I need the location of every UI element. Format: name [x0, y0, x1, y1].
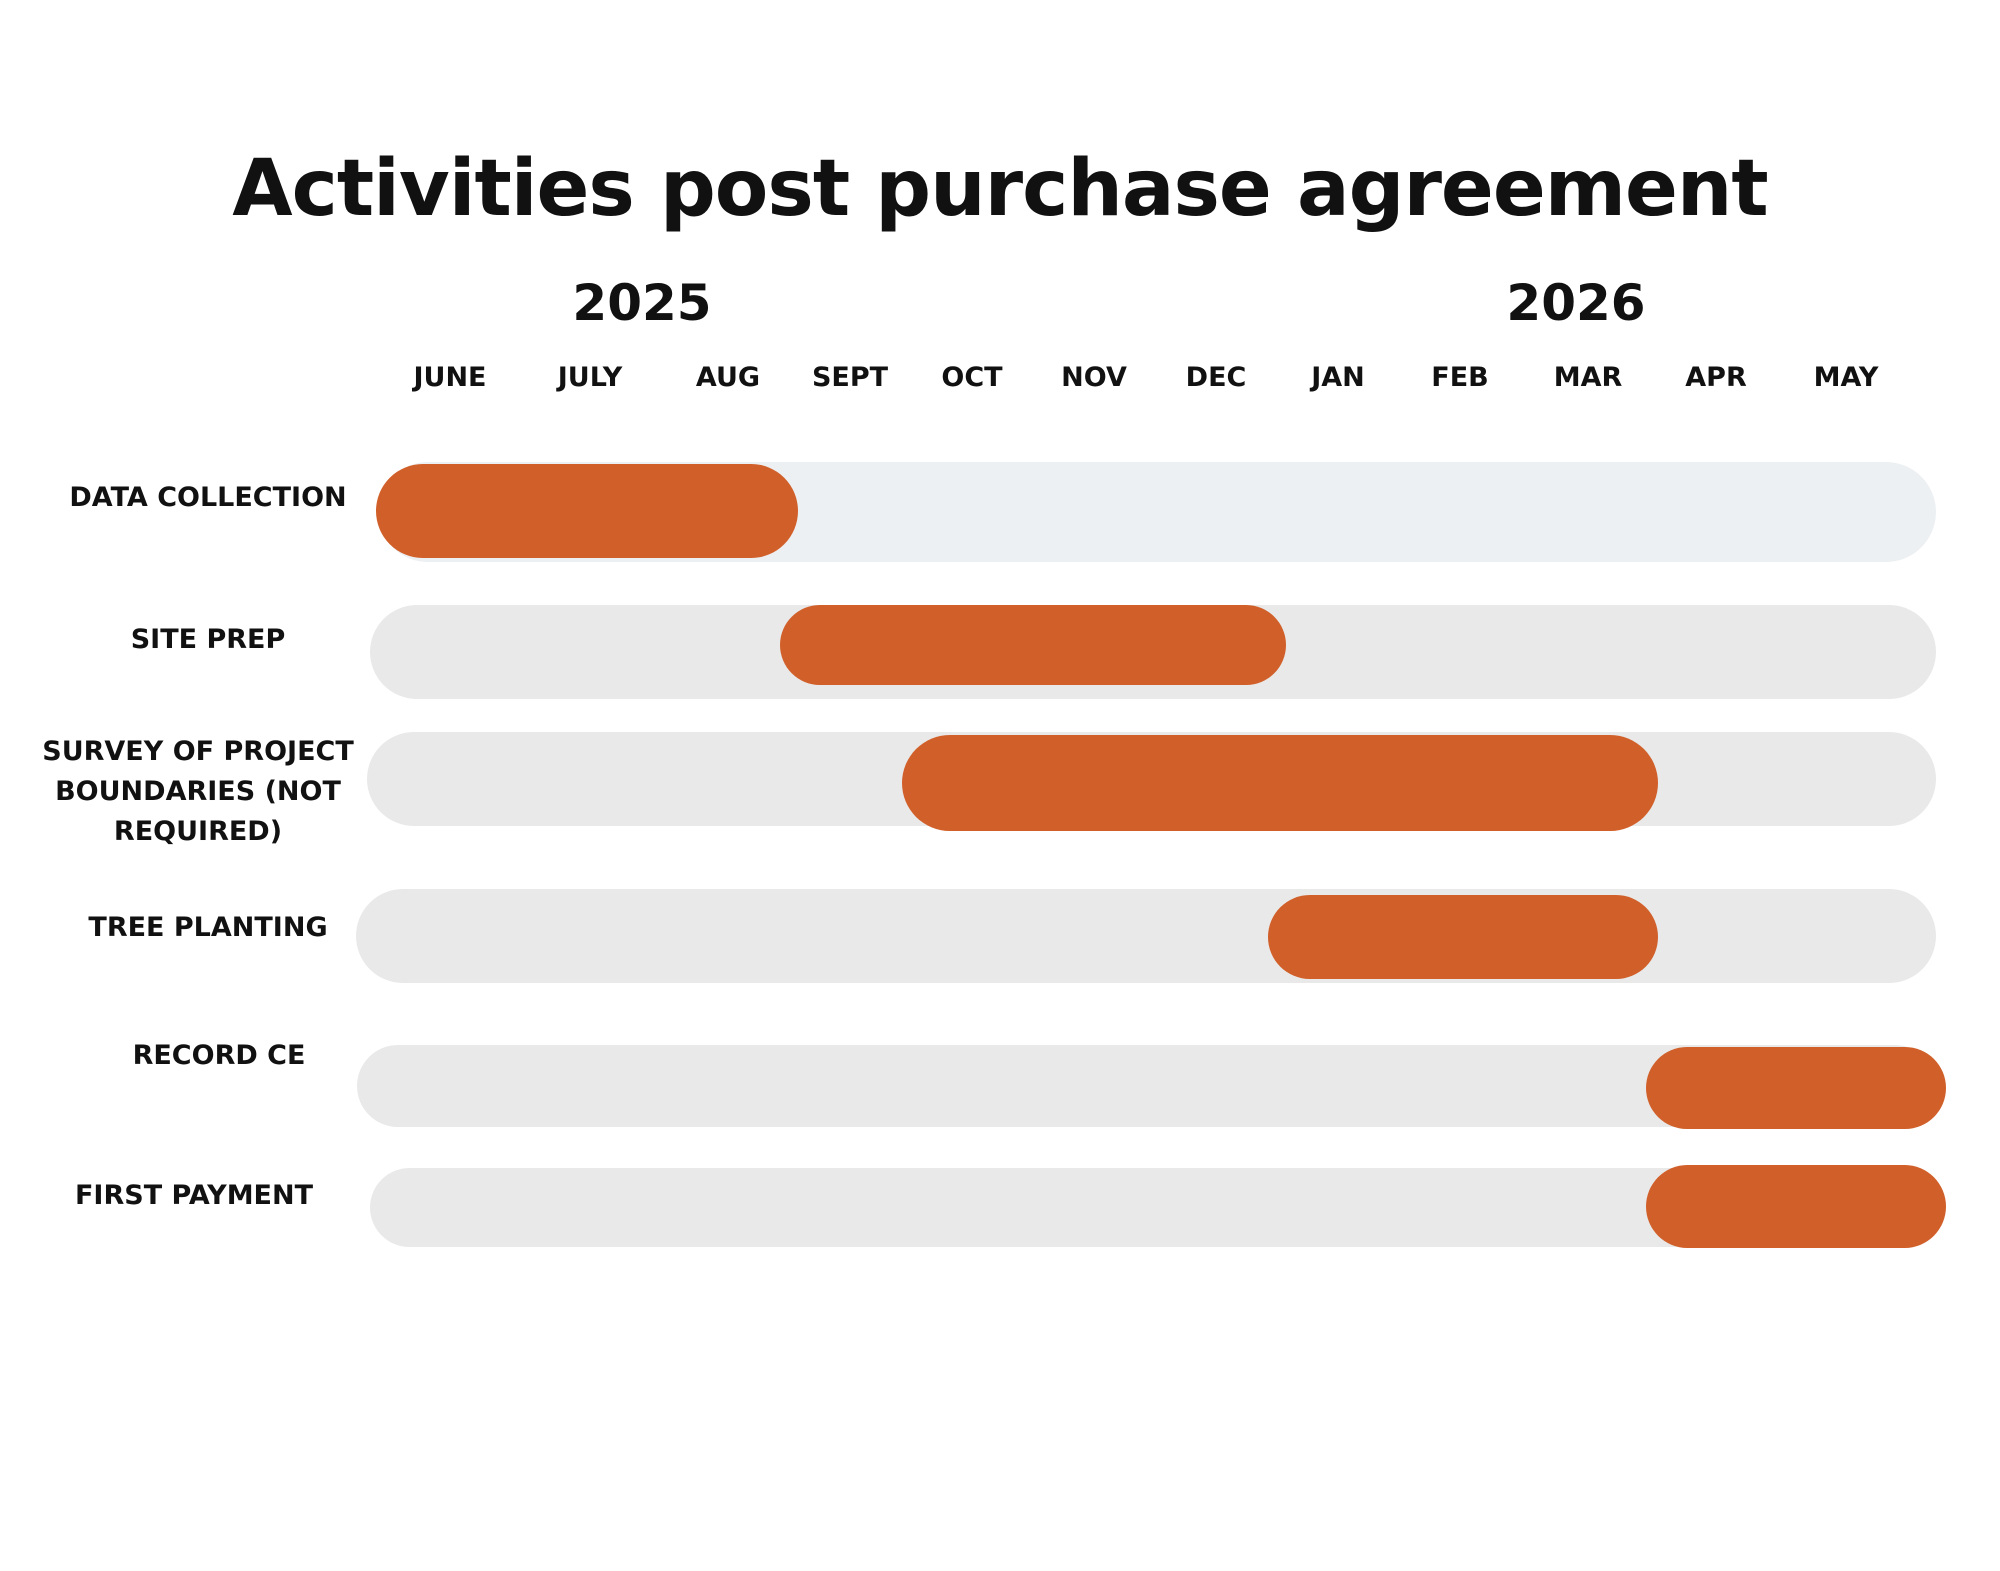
task-bar [1646, 1165, 1946, 1248]
month-label: SEPT [811, 362, 889, 393]
task-label: SURVEY OF PROJECT BOUNDARIES (NOT REQUIR… [42, 736, 354, 847]
month-label: JUNE [413, 362, 487, 393]
month-label: DEC [1185, 362, 1247, 393]
task-label: DATA COLLECTION [69, 482, 347, 513]
task-label: FIRST PAYMENT [74, 1180, 314, 1211]
task-bar [902, 735, 1658, 831]
year-label: 2026 [1506, 274, 1646, 332]
chart-title: Activities post purchase agreement [232, 144, 1768, 234]
month-label: MAR [1553, 362, 1623, 393]
task-label: SITE PREP [130, 624, 286, 655]
month-label: OCT [941, 362, 1003, 393]
month-label: NOV [1061, 362, 1127, 393]
month-label: AUG [695, 362, 761, 393]
task-label: RECORD CE [132, 1040, 306, 1071]
task-label: TREE PLANTING [88, 912, 328, 943]
task-bar [1646, 1047, 1946, 1129]
task-bar [376, 464, 798, 558]
month-label: JAN [1311, 362, 1365, 393]
task-bar [1268, 895, 1658, 979]
month-label: MAY [1813, 362, 1879, 393]
month-label: APR [1685, 362, 1747, 393]
year-label: 2025 [572, 274, 712, 332]
task-track [356, 889, 1936, 983]
task-bar [780, 605, 1286, 685]
month-label: JULY [557, 362, 623, 393]
month-label: FEB [1431, 362, 1489, 393]
